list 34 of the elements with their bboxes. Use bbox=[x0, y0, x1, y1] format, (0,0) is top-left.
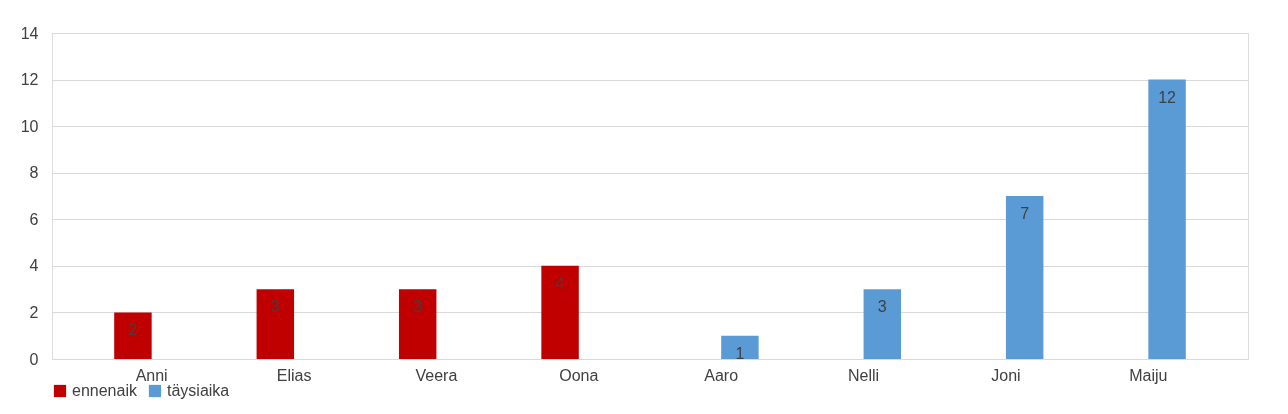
x-tick-label: Anni bbox=[135, 366, 168, 384]
y-tick-label: 6 bbox=[29, 210, 39, 228]
data-label: 3 bbox=[877, 298, 887, 316]
bar bbox=[1005, 196, 1044, 359]
legend-label: ennenaik bbox=[72, 382, 138, 399]
bar bbox=[398, 289, 437, 359]
data-label: 2 bbox=[128, 321, 138, 339]
data-label: 12 bbox=[1158, 88, 1177, 106]
bar bbox=[721, 335, 759, 359]
data-label: 3 bbox=[270, 298, 280, 316]
x-tick-label: Aaro bbox=[704, 366, 739, 384]
x-tick-label: Nelli bbox=[848, 366, 880, 384]
y-tick-label: 14 bbox=[20, 24, 39, 42]
y-tick-label: 2 bbox=[29, 303, 39, 321]
x-tick-label: Oona bbox=[559, 366, 599, 384]
y-tick-label: 8 bbox=[29, 164, 39, 182]
data-label: 1 bbox=[735, 344, 745, 362]
y-tick-label: 4 bbox=[29, 257, 39, 275]
data-label: 4 bbox=[555, 274, 565, 292]
y-tick-label: 12 bbox=[20, 71, 39, 89]
bar bbox=[863, 289, 902, 359]
legend-label: täysiaika bbox=[167, 382, 230, 399]
data-label: 7 bbox=[1020, 205, 1030, 222]
y-tick-label: 10 bbox=[20, 117, 39, 135]
x-tick-label: Joni bbox=[991, 366, 1021, 384]
data-label: 3 bbox=[413, 298, 423, 316]
x-tick-label: Elias bbox=[276, 366, 312, 384]
bar bbox=[541, 265, 579, 359]
bar bbox=[1148, 79, 1186, 359]
x-tick-label: Veera bbox=[415, 366, 458, 384]
bar bbox=[114, 312, 152, 359]
x-tick-label: Maiju bbox=[1129, 366, 1168, 384]
y-tick-label: 0 bbox=[29, 350, 39, 368]
bar bbox=[256, 289, 295, 359]
